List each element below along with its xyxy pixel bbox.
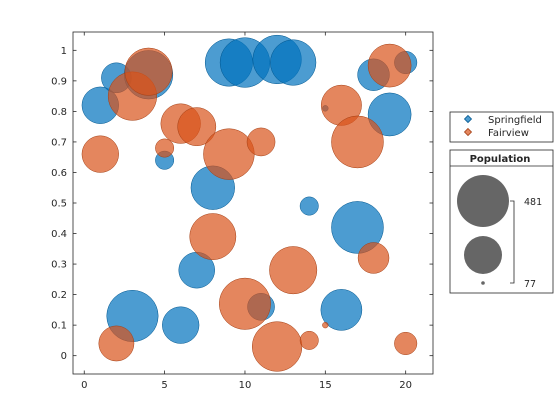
- size-legend-box: [449, 149, 554, 294]
- y-tick-label: 1: [61, 46, 67, 57]
- size-legend-bubble-large: [457, 175, 509, 227]
- legend-marker-springfield: [463, 114, 473, 124]
- bubble-fairview-9: [203, 128, 255, 180]
- bubbles: [81, 34, 418, 372]
- size-legend-max-label: 481: [524, 197, 542, 208]
- y-axis: 0 0.1 0.2 0.3 0.4 0.5 0.6 0.7 0.8 0.9 1: [51, 46, 433, 362]
- x-tick-label: 10: [239, 380, 252, 391]
- size-legend-bubble-medium: [463, 235, 503, 275]
- size-legend-bracket: [510, 200, 515, 284]
- bubble-fairview-7: [177, 107, 217, 147]
- legend-label-springfield: Springfield: [488, 115, 542, 126]
- bubble-fairview-13: [269, 246, 318, 295]
- legend-marker-fairview: [463, 127, 473, 137]
- bubble-fairview-19: [367, 43, 412, 88]
- legend-item-springfield: Springfield: [463, 114, 542, 126]
- bubble-fairview-15: [322, 321, 329, 329]
- y-tick-label: 0.9: [51, 76, 67, 87]
- y-tick-label: 0.2: [51, 290, 67, 301]
- bubble-fairview-11: [246, 127, 276, 157]
- bubble-fairview-20: [394, 331, 418, 355]
- x-axis: 0 5 10 15 20: [81, 32, 412, 391]
- bubble-springfield-17: [331, 201, 384, 254]
- bubble-fairview-17: [331, 115, 384, 169]
- bubble-springfield-14: [299, 196, 319, 216]
- bubble-fairview-8: [189, 213, 237, 260]
- y-tick-label: 0.1: [51, 321, 67, 332]
- size-legend-title: Population: [470, 154, 531, 165]
- x-tick-label: 20: [399, 380, 412, 391]
- size-legend-min-label: 77: [524, 279, 536, 290]
- bubble-fairview-18: [357, 242, 390, 274]
- series-legend: Springfield Fairview: [449, 111, 554, 143]
- x-tick-label: 0: [81, 380, 87, 391]
- bubble-fairview-4: [124, 47, 173, 96]
- x-tick-label: 5: [161, 380, 167, 391]
- legend-item-fairview: Fairview: [463, 127, 529, 139]
- bubble-fairview-12: [251, 321, 303, 372]
- y-tick-label: 0.7: [51, 137, 67, 148]
- y-tick-label: 0.6: [51, 168, 67, 179]
- bubble-fairview-14: [299, 330, 319, 350]
- legend-label-fairview: Fairview: [488, 128, 529, 139]
- bubble-springfield-13: [270, 39, 317, 86]
- bubble-springfield-6: [162, 306, 200, 344]
- bubble-springfield-19: [367, 92, 412, 137]
- y-tick-label: 0.5: [51, 199, 67, 210]
- y-tick-label: 0.8: [51, 107, 67, 118]
- bubble-fairview-5: [155, 138, 175, 158]
- bubble-springfield-16: [320, 289, 363, 331]
- size-legend-bubble-small: [481, 281, 485, 285]
- bubble-fairview-2: [98, 325, 135, 362]
- bubble-fairview-1: [81, 135, 119, 173]
- bubble-fairview-10: [219, 277, 271, 330]
- y-tick-label: 0: [61, 351, 67, 362]
- size-legend: Population 481 77: [449, 149, 554, 294]
- plot-area: 0 5 10 15 20 0 0.1 0.2 0.3 0.4 0.5 0.6 0.7 0.8 0.9 1: [51, 31, 434, 391]
- x-tick-label: 15: [319, 380, 332, 391]
- y-tick-label: 0.4: [51, 229, 67, 240]
- y-tick-label: 0.3: [51, 260, 67, 271]
